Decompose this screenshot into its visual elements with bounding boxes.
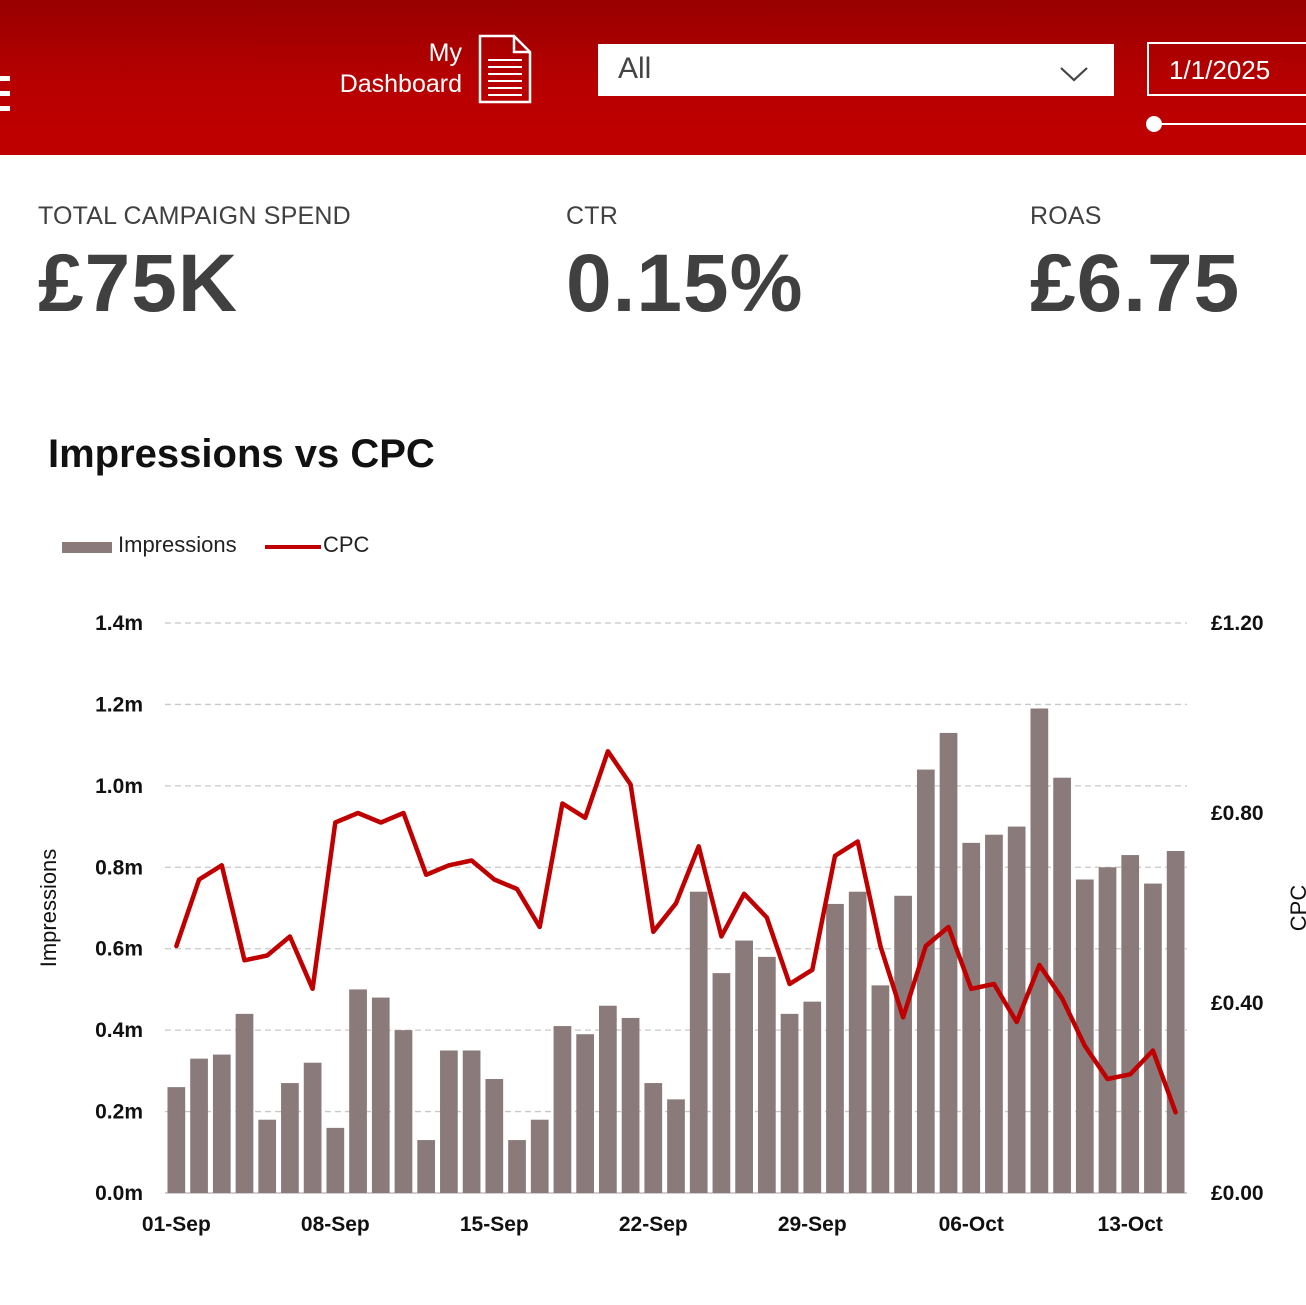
date-slider-handle[interactable]: [1146, 116, 1162, 132]
impressions-bar: [1166, 851, 1185, 1193]
impressions-bar: [394, 1030, 413, 1193]
y2-tick-label: £0.80: [1211, 802, 1264, 825]
impressions-bar: [1075, 879, 1094, 1193]
impressions-bar: [712, 973, 731, 1193]
impressions-bar: [826, 903, 844, 1193]
date-slider-track[interactable]: [1156, 123, 1306, 125]
impressions-bar: [599, 1005, 617, 1193]
legend-label-cpc: CPC: [323, 532, 370, 557]
impressions-bar: [916, 769, 935, 1193]
impressions-bar: [1007, 826, 1026, 1193]
y-tick-label: 1.2m: [95, 693, 143, 716]
filter-dropdown[interactable]: All: [598, 44, 1114, 96]
y-tick-label: 0.6m: [95, 938, 143, 961]
y2-tick-label: £0.00: [1211, 1182, 1264, 1205]
y-tick-label: 0.4m: [95, 1019, 143, 1042]
y-tick-label: 0.8m: [95, 856, 143, 879]
x-tick-label: 08-Sep: [301, 1213, 370, 1236]
impressions-bar: [735, 940, 753, 1193]
impressions-bar: [326, 1127, 345, 1193]
impressions-bar: [1121, 855, 1140, 1193]
impressions-bar: [939, 732, 958, 1193]
kpi-value: £6.75: [1030, 238, 1241, 329]
impressions-bar: [780, 1013, 799, 1193]
kpi-value: £75K: [38, 238, 239, 329]
dashboard-label-line1: My: [428, 39, 462, 67]
y-tick-label: 1.0m: [95, 775, 143, 798]
impressions-bar: [962, 842, 981, 1193]
impressions-bar: [757, 956, 776, 1193]
x-tick-label: 29-Sep: [778, 1213, 847, 1236]
impressions-bar: [1098, 867, 1117, 1193]
impressions-bar: [485, 1079, 504, 1193]
impressions-bar: [621, 1017, 640, 1193]
impressions-bar: [212, 1054, 231, 1193]
dashboard-label-line2: Dashboard: [339, 70, 462, 98]
impressions-bar: [235, 1013, 254, 1193]
impressions-bar: [985, 834, 1003, 1193]
impressions-bar: [303, 1062, 322, 1193]
y-tick-label: 0.0m: [95, 1182, 143, 1205]
menu-icon[interactable]: [0, 76, 10, 114]
impressions-bar: [371, 997, 390, 1193]
impressions-bar: [440, 1050, 458, 1193]
kpi-label: ROAS: [1030, 202, 1102, 230]
impressions-bar: [848, 891, 867, 1193]
impressions-bar: [576, 1034, 595, 1193]
y-tick-label: 0.2m: [95, 1101, 143, 1124]
chart-title: Impressions vs CPC: [48, 432, 435, 476]
impressions-bar: [190, 1058, 208, 1193]
cpc-line: [174, 749, 1178, 1115]
impressions-bar: [553, 1026, 572, 1193]
impressions-bar: [1030, 708, 1049, 1193]
impressions-bar: [1053, 777, 1071, 1193]
impressions-bar: [871, 985, 890, 1193]
x-tick-label: 13-Oct: [1098, 1213, 1163, 1236]
filter-dropdown-value: All: [618, 52, 652, 85]
impressions-bar: [258, 1119, 277, 1193]
legend-label-impressions: Impressions: [118, 532, 237, 557]
top-bar: My Dashboard All 1/1/2025: [0, 0, 1306, 155]
impressions-bar: [667, 1099, 685, 1193]
kpi-total-campaign-spend: TOTAL CAMPAIGN SPEND £75K: [38, 202, 351, 331]
x-tick-label: 01-Sep: [142, 1213, 211, 1236]
impressions-bar: [167, 1087, 186, 1193]
y2-tick-label: £0.40: [1211, 992, 1264, 1015]
document-icon[interactable]: [478, 34, 532, 104]
legend-swatch-impressions: [62, 542, 112, 553]
impressions-bar: [689, 891, 708, 1193]
kpi-value: 0.15%: [566, 238, 804, 329]
my-dashboard-label[interactable]: My Dashboard: [300, 38, 462, 100]
impressions-bar: [417, 1140, 436, 1193]
kpi-label: TOTAL CAMPAIGN SPEND: [38, 202, 351, 230]
impressions-bar: [894, 895, 912, 1193]
x-tick-label: 22-Sep: [619, 1213, 688, 1236]
y-axis-title: Impressions: [36, 849, 61, 968]
legend-swatch-cpc: [265, 545, 321, 549]
chevron-down-icon[interactable]: [1058, 64, 1090, 84]
impressions-bar: [462, 1050, 481, 1193]
kpi-ctr: CTR 0.15%: [566, 202, 804, 331]
impressions-bar: [508, 1140, 526, 1193]
x-tick-label: 15-Sep: [460, 1213, 529, 1236]
y2-tick-label: £1.20: [1211, 612, 1264, 635]
y2-axis-title: CPC: [1286, 885, 1306, 932]
impressions-bar: [281, 1083, 299, 1193]
kpi-label: CTR: [566, 202, 618, 230]
kpi-roas: ROAS £6.75: [1030, 202, 1240, 331]
y-tick-label: 1.4m: [95, 612, 143, 635]
impressions-bar: [803, 1001, 822, 1193]
date-input[interactable]: 1/1/2025: [1147, 42, 1306, 96]
impressions-bar: [530, 1119, 549, 1193]
x-tick-label: 06-Oct: [939, 1213, 1004, 1236]
impressions-bar: [1144, 883, 1162, 1193]
impressions-bar: [644, 1083, 663, 1193]
impressions-bar: [349, 989, 367, 1193]
